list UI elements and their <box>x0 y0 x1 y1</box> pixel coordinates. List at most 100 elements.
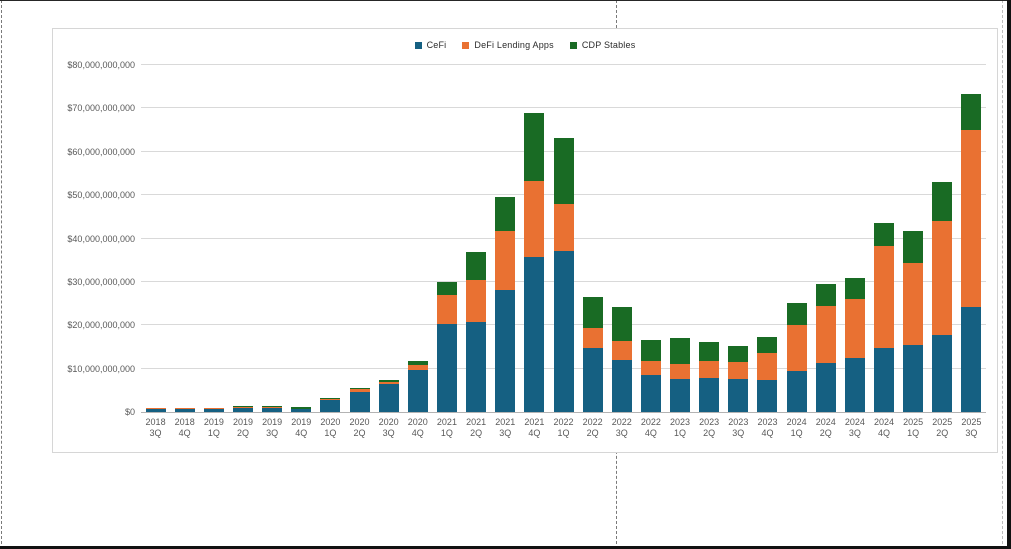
bar-segment-defi-lending-apps[interactable] <box>815 305 836 364</box>
bar-segment-cefi[interactable] <box>291 409 312 412</box>
bar-segment-cefi[interactable] <box>844 358 865 412</box>
bar-segment-defi-lending-apps[interactable] <box>495 231 516 291</box>
bar-segment-cdp-stables[interactable] <box>932 182 953 222</box>
stacked-bar-2023-4q[interactable] <box>757 337 778 412</box>
bar-segment-cefi[interactable] <box>670 378 691 412</box>
stacked-bar-2020-1q[interactable] <box>320 398 341 412</box>
stacked-bar-2024-2q[interactable] <box>815 284 836 412</box>
stacked-bar-2023-2q[interactable] <box>699 342 720 412</box>
bar-segment-defi-lending-apps[interactable] <box>378 381 399 384</box>
bar-segment-cefi[interactable] <box>407 370 428 412</box>
bar-segment-cdp-stables[interactable] <box>844 278 865 299</box>
bar-segment-defi-lending-apps[interactable] <box>757 352 778 381</box>
stacked-bar-2019-1q[interactable] <box>203 408 224 412</box>
bar-segment-cdp-stables[interactable] <box>466 252 487 280</box>
bar-segment-defi-lending-apps[interactable] <box>582 327 603 349</box>
bar-segment-defi-lending-apps[interactable] <box>553 203 574 251</box>
stacked-bar-2025-3q[interactable] <box>961 94 982 412</box>
bar-segment-cdp-stables[interactable] <box>582 297 603 328</box>
bar-segment-defi-lending-apps[interactable] <box>786 324 807 372</box>
stacked-bar-2022-2q[interactable] <box>582 297 603 412</box>
stacked-bar-2025-2q[interactable] <box>932 182 953 412</box>
bar-segment-cefi[interactable] <box>815 363 836 412</box>
bar-segment-cefi[interactable] <box>932 334 953 412</box>
bar-segment-cdp-stables[interactable] <box>757 337 778 353</box>
bar-segment-cefi[interactable] <box>640 375 661 412</box>
stacked-bar-2022-3q[interactable] <box>611 307 632 412</box>
bar-segment-cefi[interactable] <box>699 377 720 412</box>
bar-segment-cefi[interactable] <box>232 407 253 412</box>
bar-segment-cdp-stables[interactable] <box>262 406 283 408</box>
bar-segment-cdp-stables[interactable] <box>320 398 341 399</box>
bar-segment-cefi[interactable] <box>203 408 224 412</box>
bar-segment-cdp-stables[interactable] <box>874 223 895 247</box>
bar-segment-defi-lending-apps[interactable] <box>436 294 457 325</box>
bar-segment-defi-lending-apps[interactable] <box>844 298 865 359</box>
bar-segment-cdp-stables[interactable] <box>699 342 720 362</box>
stacked-bar-2019-4q[interactable] <box>291 407 312 412</box>
stacked-bar-2024-4q[interactable] <box>874 223 895 412</box>
bar-segment-cefi[interactable] <box>786 371 807 412</box>
stacked-bar-2021-2q[interactable] <box>466 252 487 412</box>
bar-segment-cdp-stables[interactable] <box>378 380 399 382</box>
bar-segment-defi-lending-apps[interactable] <box>874 246 895 348</box>
bar-segment-cefi[interactable] <box>466 322 487 412</box>
bar-segment-cdp-stables[interactable] <box>611 307 632 342</box>
bar-segment-cefi[interactable] <box>524 257 545 412</box>
bar-segment-cdp-stables[interactable] <box>407 361 428 365</box>
stacked-bar-2020-4q[interactable] <box>407 361 428 412</box>
bar-segment-defi-lending-apps[interactable] <box>640 360 661 376</box>
bar-segment-cefi[interactable] <box>145 408 166 412</box>
bar-segment-cefi[interactable] <box>553 250 574 412</box>
bar-segment-cdp-stables[interactable] <box>553 138 574 204</box>
bar-segment-cefi[interactable] <box>874 347 895 412</box>
stacked-bar-2020-2q[interactable] <box>349 388 370 412</box>
stacked-bar-2023-1q[interactable] <box>670 338 691 412</box>
stacked-bar-2021-1q[interactable] <box>436 282 457 412</box>
bar-segment-cdp-stables[interactable] <box>640 340 661 361</box>
bar-segment-cdp-stables[interactable] <box>349 388 370 390</box>
bar-segment-cdp-stables[interactable] <box>495 197 516 232</box>
bar-segment-defi-lending-apps[interactable] <box>611 341 632 360</box>
bar-segment-defi-lending-apps[interactable] <box>728 362 749 380</box>
bar-segment-defi-lending-apps[interactable] <box>524 180 545 258</box>
legend-item-cdp-stables[interactable]: CDP Stables <box>569 40 636 50</box>
bar-segment-cefi[interactable] <box>903 344 924 412</box>
chart-object[interactable]: CeFi DeFi Lending Apps CDP Stables $0 $10,0… <box>52 28 998 453</box>
bar-segment-cefi[interactable] <box>961 306 982 412</box>
bar-segment-defi-lending-apps[interactable] <box>407 364 428 371</box>
bar-segment-cdp-stables[interactable] <box>815 284 836 306</box>
bar-segment-defi-lending-apps[interactable] <box>903 262 924 345</box>
bar-segment-cefi[interactable] <box>174 408 195 412</box>
bar-segment-cefi[interactable] <box>320 399 341 412</box>
bar-segment-cefi[interactable] <box>378 383 399 412</box>
bar-segment-cefi[interactable] <box>262 407 283 412</box>
legend-item-defi-lending-apps[interactable]: DeFi Lending Apps <box>462 40 554 50</box>
bar-segment-cefi[interactable] <box>349 391 370 412</box>
bar-segment-cefi[interactable] <box>436 324 457 412</box>
stacked-bar-2024-3q[interactable] <box>844 278 865 412</box>
bar-segment-cdp-stables[interactable] <box>786 303 807 325</box>
stacked-bar-2024-1q[interactable] <box>786 303 807 412</box>
legend-item-cefi[interactable]: CeFi <box>414 40 447 50</box>
stacked-bar-2020-3q[interactable] <box>378 380 399 412</box>
stacked-bar-2021-4q[interactable] <box>524 113 545 412</box>
bar-segment-cefi[interactable] <box>757 380 778 412</box>
stacked-bar-2018-4q[interactable] <box>174 408 195 412</box>
bar-segment-defi-lending-apps[interactable] <box>349 389 370 392</box>
bar-segment-defi-lending-apps[interactable] <box>961 130 982 307</box>
stacked-bar-2019-2q[interactable] <box>232 406 253 412</box>
stacked-bar-2022-1q[interactable] <box>553 138 574 412</box>
bar-segment-cefi[interactable] <box>495 290 516 412</box>
stacked-bar-2018-3q[interactable] <box>145 408 166 412</box>
bar-segment-cefi[interactable] <box>728 379 749 412</box>
bar-segment-cdp-stables[interactable] <box>524 113 545 181</box>
bar-segment-defi-lending-apps[interactable] <box>670 363 691 379</box>
bar-segment-cdp-stables[interactable] <box>903 231 924 263</box>
bar-segment-defi-lending-apps[interactable] <box>466 279 487 323</box>
stacked-bar-2022-4q[interactable] <box>640 340 661 412</box>
stacked-bar-2023-3q[interactable] <box>728 346 749 412</box>
bar-segment-cefi[interactable] <box>582 348 603 412</box>
bar-segment-cdp-stables[interactable] <box>961 94 982 131</box>
bar-segment-defi-lending-apps[interactable] <box>932 221 953 335</box>
